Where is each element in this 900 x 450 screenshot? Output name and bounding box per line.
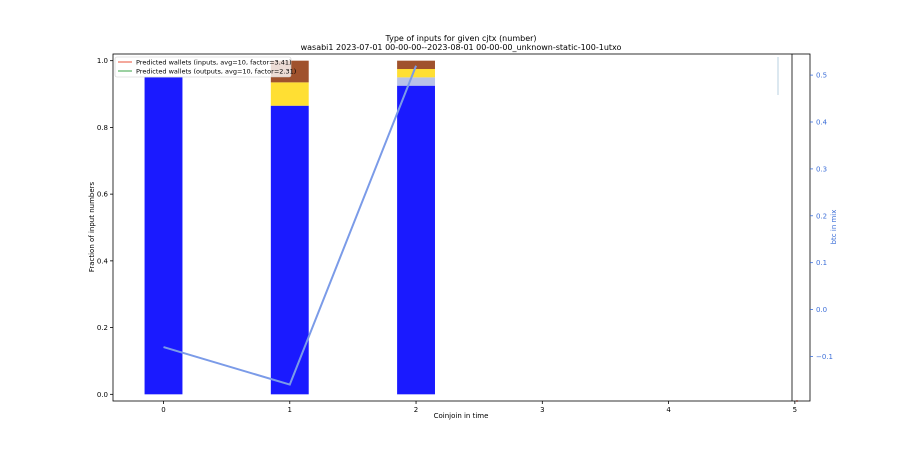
x-tick-label: 0 — [161, 406, 165, 414]
y-tick-label: 0.0 — [97, 391, 108, 399]
y2-tick-label: 0.0 — [816, 306, 827, 314]
x-axis-ticks: 0 1 2 3 4 5 — [161, 401, 797, 414]
btc-line-path — [163, 65, 417, 386]
y-tick-label: 0.6 — [97, 191, 109, 199]
bar-segment-2-3 — [397, 60, 435, 70]
x-tick-label: 4 — [666, 406, 671, 414]
bar-segment-2-2 — [397, 69, 435, 78]
y2-tick-label: −0.1 — [816, 353, 833, 361]
y2-tick-label: 0.2 — [816, 212, 827, 220]
bar-segment-1-2 — [270, 82, 309, 106]
x-axis-label: Coinjoin in time — [434, 412, 489, 420]
bar-segment-1-0 — [270, 105, 309, 395]
y2-tick-label: 0.5 — [816, 72, 827, 80]
y-tick-label: 1.0 — [97, 57, 108, 65]
y2-axis-label: btc in mix — [830, 210, 838, 245]
btc-in-mix-line — [163, 65, 417, 386]
bar-segment-0-0 — [144, 77, 183, 395]
y-axis-ticks: 0.0 0.2 0.4 0.6 0.8 1.0 — [97, 57, 113, 399]
x-tick-label: 5 — [793, 406, 797, 414]
x-tick-label: 3 — [540, 406, 544, 414]
y-axis-label: Fraction of input numbers — [88, 181, 96, 272]
legend-box — [114, 56, 292, 78]
legend: Predicted wallets (inputs, avg=10, facto… — [114, 56, 296, 78]
y2-axis-ticks: −0.1 0.0 0.1 0.2 0.3 0.4 0.5 — [810, 72, 833, 361]
y2-tick-label: 0.1 — [816, 259, 827, 267]
bar-segment-2-0 — [397, 85, 435, 395]
chart-title: Type of inputs for given cjtx (number) — [384, 34, 536, 43]
plot-frame — [112, 53, 811, 402]
x-tick-label: 2 — [414, 406, 418, 414]
y-tick-label: 0.8 — [97, 124, 108, 132]
y2-tick-label: 0.3 — [816, 165, 827, 173]
chart-subtitle: wasabi1 2023-07-01 00-00-00--2023-08-01 … — [301, 43, 622, 52]
bar-segment-2-1 — [397, 77, 435, 86]
legend-label-inputs: Predicted wallets (inputs, avg=10, facto… — [136, 59, 292, 67]
y-tick-label: 0.4 — [97, 257, 109, 265]
x-tick-label: 1 — [288, 406, 292, 414]
y-tick-label: 0.2 — [97, 324, 108, 332]
y2-tick-label: 0.4 — [816, 118, 828, 126]
legend-label-outputs: Predicted wallets (outputs, avg=10, fact… — [136, 68, 296, 76]
